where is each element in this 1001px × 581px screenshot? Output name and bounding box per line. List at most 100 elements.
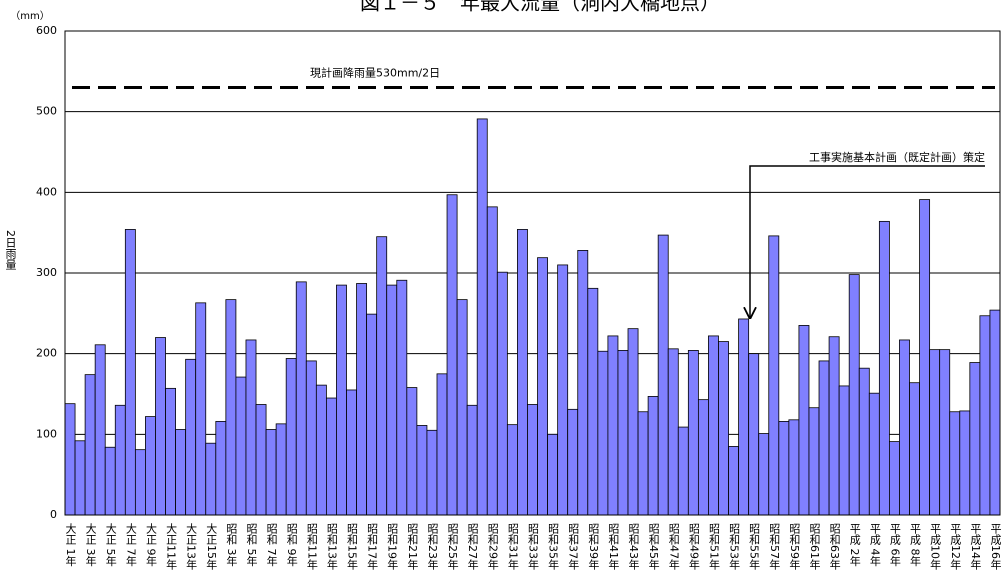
x-tick-label: 昭和33年 (527, 523, 540, 570)
bar (64, 403, 76, 516)
x-tick-label: 昭和13年 (325, 523, 338, 570)
bar (919, 199, 931, 516)
bar (547, 433, 559, 516)
bar (356, 283, 368, 516)
bar (527, 404, 538, 516)
bar (858, 367, 870, 516)
bar (587, 287, 599, 516)
bar (386, 284, 398, 516)
bar (346, 389, 357, 516)
bar (336, 284, 347, 516)
bar (778, 421, 790, 516)
bar (255, 404, 267, 516)
bar (818, 360, 830, 516)
x-tick-label: 昭和15年 (346, 523, 359, 570)
x-tick-label: 昭和35年 (547, 523, 560, 570)
bar (235, 376, 247, 516)
x-tick-label: 昭和31年 (506, 523, 519, 570)
bar (114, 404, 126, 516)
x-tick-label: 平成 4年 (868, 523, 881, 567)
y-tick-label: 300 (36, 266, 57, 279)
bar (496, 271, 508, 516)
y-tick-label: 400 (36, 185, 57, 198)
x-tick-label: 昭和21年 (406, 523, 419, 570)
x-tick-label: 昭和 7年 (265, 523, 278, 567)
bar (708, 335, 719, 516)
bar (124, 229, 136, 516)
bar (396, 279, 408, 516)
x-tick-label: 平成12年 (949, 523, 962, 570)
x-tick-label: 昭和43年 (627, 523, 640, 570)
bar (607, 335, 619, 516)
bar (366, 313, 378, 516)
x-tick-label: 大正 1年 (64, 522, 77, 567)
y-tick-label: 200 (36, 347, 57, 360)
bar (567, 408, 579, 516)
bar (959, 410, 971, 516)
y-axis-label: 2日雨量 (4, 230, 17, 270)
bar (426, 429, 438, 516)
bar (577, 250, 589, 516)
bar (456, 299, 468, 516)
bar (889, 441, 900, 516)
bar (909, 382, 920, 516)
bar (175, 429, 187, 516)
bar (165, 387, 176, 516)
bar (446, 194, 458, 516)
x-tick-label: 大正 7年 (124, 522, 137, 567)
bar (265, 429, 277, 516)
x-tick-label: 平成 2年 (848, 523, 861, 567)
y-tick-label: 100 (36, 427, 57, 440)
x-tick-label: 昭和27年 (466, 523, 479, 570)
annotation-arrow (750, 165, 985, 318)
bar (145, 416, 156, 516)
bar (899, 339, 910, 516)
bar (315, 384, 327, 516)
bar (627, 328, 639, 516)
x-tick-label: 昭和23年 (426, 523, 439, 570)
bar (406, 387, 418, 516)
x-tick-label: 昭和49年 (687, 523, 700, 570)
bar (667, 348, 679, 516)
x-tick-label: 大正 3年 (84, 522, 97, 567)
x-tick-label: 平成 6年 (888, 523, 901, 567)
bar (325, 397, 337, 516)
x-tick-label: 昭和55年 (748, 523, 761, 570)
bar (506, 424, 518, 516)
x-tick-label: 昭和 9年 (285, 523, 298, 567)
bar (647, 396, 659, 516)
bar (617, 350, 629, 516)
bar (466, 404, 478, 516)
bar (185, 358, 197, 516)
bar (134, 449, 146, 516)
bar (758, 433, 770, 516)
x-tick-label: 昭和61年 (808, 523, 821, 570)
bar (486, 206, 498, 516)
y-tick-label: 600 (36, 24, 57, 37)
bar (416, 425, 428, 516)
bar (215, 421, 227, 516)
bar (768, 235, 780, 516)
reference-label: 現計画降雨量530mm/2日 (310, 65, 440, 79)
bar (979, 315, 991, 516)
bar (74, 440, 86, 516)
bar (697, 399, 709, 516)
x-tick-label: 平成10年 (929, 523, 942, 570)
bar (557, 264, 569, 516)
x-tick-label: 昭和37年 (567, 523, 580, 570)
y-tick-label: 0 (50, 508, 57, 521)
x-tick-label: 昭和29年 (486, 523, 499, 570)
bar (104, 446, 116, 516)
bar (597, 350, 609, 516)
bar (245, 339, 257, 516)
y-unit: （mm） (10, 10, 49, 22)
bar (436, 373, 448, 516)
bar (305, 360, 317, 516)
x-tick-label: 昭和63年 (828, 523, 841, 570)
x-tick-label: 平成14年 (969, 523, 982, 570)
bar (155, 337, 166, 516)
bar (205, 442, 217, 516)
bar (838, 385, 850, 516)
x-tick-label: 昭和25年 (446, 523, 459, 570)
